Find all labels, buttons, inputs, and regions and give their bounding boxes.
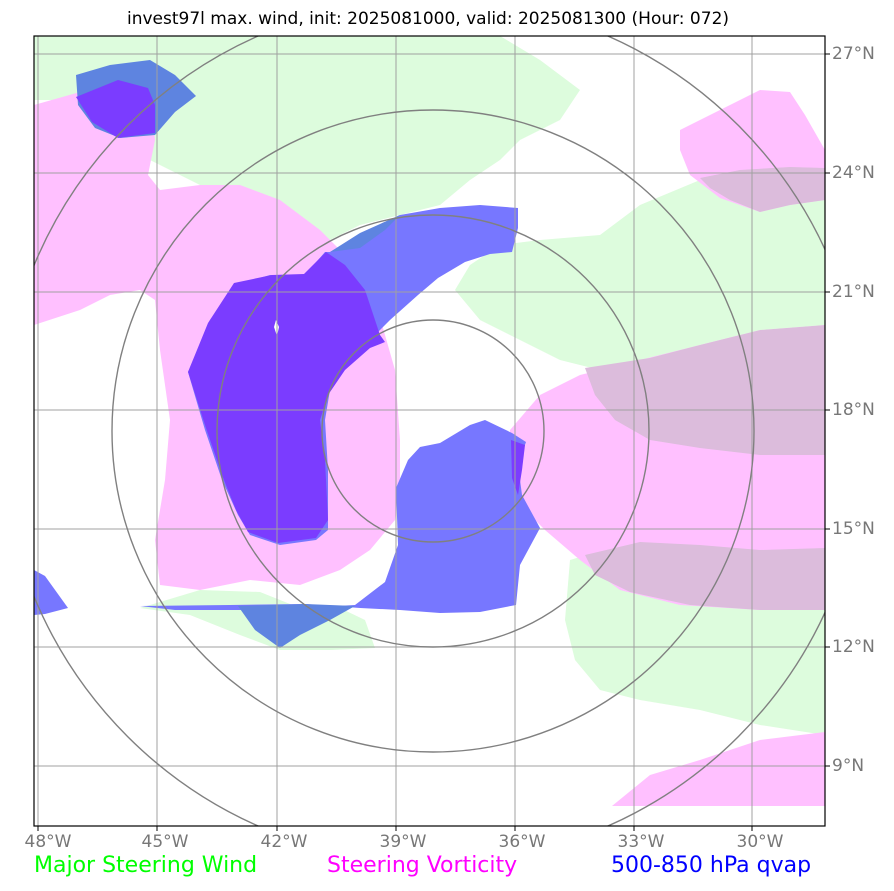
qvap-area-south-wind-overlap: [238, 604, 355, 648]
legend-qvap: 500-850 hPa qvap: [611, 853, 812, 878]
range-rings: [34, 36, 825, 826]
lon-label-30w: 30°W: [736, 832, 784, 852]
vorticity-wind-overlap-east: [585, 325, 825, 455]
lon-label-36w: 36°W: [498, 832, 546, 852]
lat-label-27n: 27°N: [832, 44, 875, 64]
legend-major-steering-wind: Major Steering Wind: [34, 853, 258, 878]
tick-marks: [37, 53, 830, 831]
qvap-layer: [34, 60, 540, 648]
lon-label-45w: 45°W: [141, 832, 189, 852]
vorticity-wind-overlap-southeast: [585, 542, 825, 610]
lat-label-18n: 18°N: [832, 400, 875, 420]
lat-label-24n: 24°N: [832, 163, 875, 183]
range-ring-second: [216, 214, 650, 648]
plot-frame: [33, 35, 826, 827]
map-title: invest97l max. wind, init: 2025081000, v…: [126, 9, 730, 29]
lon-label-33w: 33°W: [617, 832, 665, 852]
lon-label-48w: 48°W: [24, 832, 72, 852]
lat-label-12n: 12°N: [832, 637, 875, 657]
qvap-area-southwest: [34, 570, 68, 615]
legend-steering-vorticity: Steering Vorticity: [327, 853, 518, 878]
vorticity-wind-overlap-northeast: [700, 167, 825, 212]
lat-label-9n: 9°N: [832, 756, 865, 776]
vorticity-area-southeast: [612, 732, 825, 806]
range-ring-third: [111, 109, 755, 753]
lon-label-42w: 42°W: [260, 832, 308, 852]
lon-label-39w: 39°W: [379, 832, 427, 852]
qvap-area-south: [140, 420, 540, 613]
gridlines: [34, 36, 825, 826]
range-ring-inner: [321, 319, 545, 543]
lat-label-15n: 15°N: [832, 519, 875, 539]
qvap-area-central-wind-overlap: [330, 215, 400, 252]
qvap-area-central-core: [188, 252, 385, 543]
qvap-area-northwest-core: [76, 80, 155, 138]
lat-label-21n: 21°N: [832, 282, 875, 302]
